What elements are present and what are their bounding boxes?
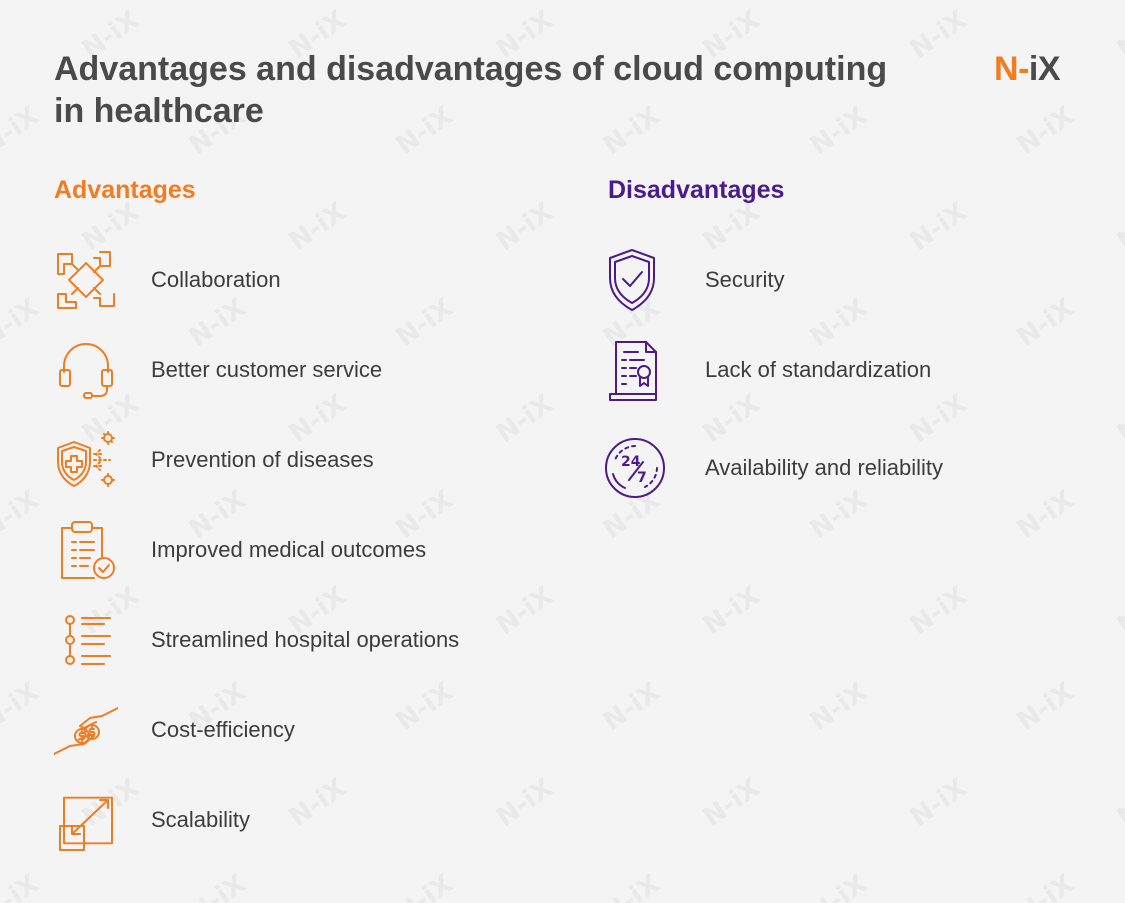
watermark-text: N-iX	[904, 581, 973, 641]
disadvantages-heading: Disadvantages	[608, 176, 785, 204]
advantage-item-customer-service: Better customer service	[54, 338, 382, 402]
watermark-text: N-iX	[0, 485, 45, 545]
watermark-text: N-iX	[0, 677, 45, 737]
advantage-label: Better customer service	[151, 357, 383, 382]
watermark-text: N-iX	[1111, 581, 1125, 641]
watermark-text: N-iX	[490, 389, 559, 449]
watermark-text: N-iX	[1011, 101, 1080, 161]
watermark-text: N-iX	[390, 869, 459, 903]
clipboard-check-icon	[54, 518, 118, 582]
n-ix-logo: N-iX	[994, 50, 1061, 88]
disadvantage-label: Lack of standardization	[705, 357, 932, 382]
shield-medical-icon	[54, 428, 118, 492]
advantage-item-collaboration: Collaboration	[54, 248, 281, 312]
watermark-text: N-iX	[390, 293, 459, 353]
watermark-text: N-iX	[904, 5, 973, 65]
watermark-text: N-iX	[697, 581, 766, 641]
watermark-text: N-iX	[597, 677, 666, 737]
collaboration-hands-icon	[54, 248, 118, 312]
watermark-text: N-iX	[390, 677, 459, 737]
advantage-item-scalability: Scalability	[54, 788, 250, 852]
watermark-text: N-iX	[1111, 5, 1125, 65]
watermark-text: N-iX	[490, 773, 559, 833]
disadvantage-item-availability: 24 7 Availability and reliability	[603, 436, 943, 500]
watermark-text: N-iX	[697, 389, 766, 449]
watermark-text: N-iX	[390, 485, 459, 545]
advantage-label: Scalability	[151, 807, 251, 832]
watermark-text: N-iX	[1011, 677, 1080, 737]
advantage-label: Cost-efficiency	[151, 717, 295, 742]
disadvantage-item-standardization: Lack of standardization	[608, 338, 931, 402]
watermark-text: N-iX	[697, 197, 766, 257]
advantage-item-cost-efficiency: Cost-efficiency	[54, 698, 295, 762]
advantage-label: Streamlined hospital operations	[151, 627, 460, 652]
watermark-text: N-iX	[904, 773, 973, 833]
watermark-text: N-iX	[697, 773, 766, 833]
svg-text:7: 7	[637, 470, 647, 486]
watermark-text: N-iX	[904, 197, 973, 257]
watermark-text: N-iX	[804, 485, 873, 545]
advantage-item-hospital-operations: Streamlined hospital operations	[54, 608, 459, 672]
scale-resize-icon	[54, 788, 118, 852]
watermark-text: N-iX	[804, 293, 873, 353]
watermark-text: N-iX	[0, 293, 45, 353]
page-title: Advantages and disadvantages of cloud co…	[54, 50, 888, 130]
headset-icon	[54, 338, 118, 402]
watermark-text: N-iX	[1011, 485, 1080, 545]
watermark-text: N-iX	[904, 389, 973, 449]
watermark-text: N-iX	[1111, 197, 1125, 257]
disadvantage-label: Availability and reliability	[705, 455, 944, 480]
svg-text:24: 24	[621, 454, 641, 470]
advantages-heading: Advantages	[54, 176, 196, 204]
watermark-text: N-iX	[597, 869, 666, 903]
watermark-text: N-iX	[804, 869, 873, 903]
watermark-text: N-iX	[0, 869, 45, 903]
watermark-text: N-iX	[283, 773, 352, 833]
watermark-text: N-iX	[283, 197, 352, 257]
hands-coins-icon	[54, 698, 118, 762]
advantage-label: Improved medical outcomes	[151, 537, 427, 562]
shield-check-icon	[608, 248, 672, 312]
disadvantage-item-security: Security	[608, 248, 784, 312]
advantage-label: Collaboration	[151, 267, 281, 292]
watermark-text: N-iX	[183, 485, 252, 545]
clock-24-7-icon: 24 7	[603, 436, 667, 500]
watermark-text: N-iX	[183, 293, 252, 353]
watermark-text: N-iX	[1111, 773, 1125, 833]
disadvantage-label: Security	[705, 267, 785, 292]
watermark-text: N-iX	[490, 197, 559, 257]
watermark-text: N-iX	[804, 677, 873, 737]
advantage-item-prevention: Prevention of diseases	[54, 428, 374, 492]
advantage-item-medical-outcomes: Improved medical outcomes	[54, 518, 426, 582]
watermark-text: N-iX	[1111, 389, 1125, 449]
process-list-icon	[54, 608, 118, 672]
watermark-text: N-iX	[183, 869, 252, 903]
watermark-text: N-iX	[283, 389, 352, 449]
watermark-text: N-iX	[1011, 869, 1080, 903]
watermark-text: N-iX	[1011, 293, 1080, 353]
certificate-document-icon	[608, 338, 672, 402]
advantage-label: Prevention of diseases	[151, 447, 374, 472]
watermark-text: N-iX	[0, 101, 45, 161]
watermark-text: N-iX	[490, 581, 559, 641]
